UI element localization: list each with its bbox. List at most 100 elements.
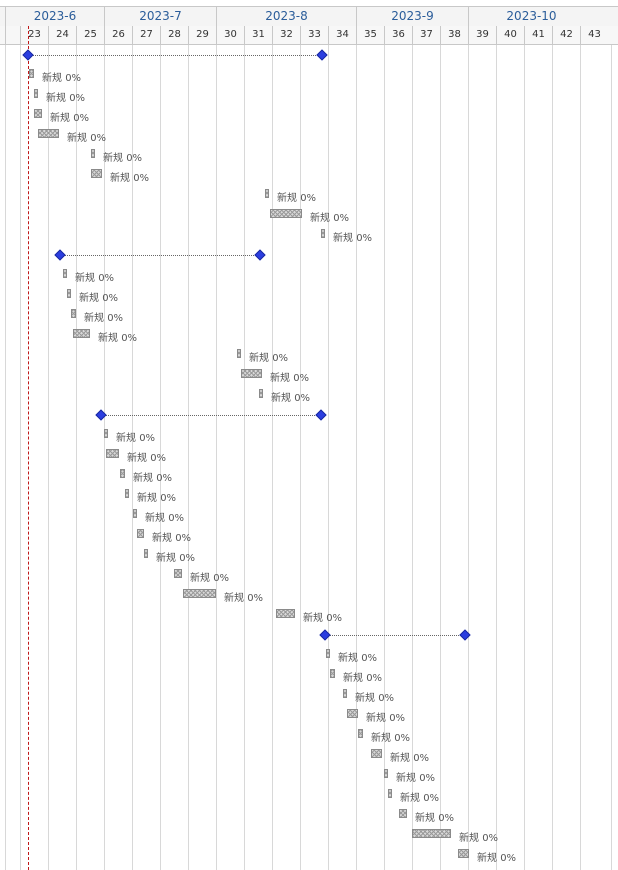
task-bar[interactable] [371, 749, 382, 758]
task-bar[interactable] [174, 569, 182, 578]
month-label: 2023-10 [468, 7, 594, 26]
grid-line [440, 45, 441, 870]
task-bar[interactable] [34, 109, 42, 118]
task-bar[interactable] [34, 89, 38, 98]
task-label: 新规 0% [145, 513, 184, 525]
task-progress: 0% [133, 173, 150, 184]
grid-line [611, 45, 612, 870]
task-status: 新规 [390, 753, 410, 764]
week-label: 33 [300, 26, 328, 44]
summary-bar [60, 255, 260, 256]
task-bar[interactable] [412, 829, 451, 838]
task-bar[interactable] [71, 309, 76, 318]
task-bar[interactable] [330, 669, 335, 678]
task-bar[interactable] [343, 689, 347, 698]
task-label: 新规 0% [75, 273, 114, 285]
week-label: 41 [524, 26, 552, 44]
task-bar[interactable] [38, 129, 59, 138]
month-label: 2023-9 [356, 7, 468, 26]
task-bar[interactable] [458, 849, 469, 858]
task-bar[interactable] [73, 329, 90, 338]
task-bar[interactable] [237, 349, 241, 358]
task-status: 新规 [270, 373, 290, 384]
grid-line [496, 45, 497, 870]
task-label: 新规 0% [103, 153, 142, 165]
task-progress: 0% [419, 773, 436, 784]
task-label: 新规 0% [338, 653, 377, 665]
task-bar[interactable] [144, 549, 148, 558]
task-label: 新规 0% [343, 673, 382, 685]
task-bar[interactable] [270, 209, 302, 218]
task-bar[interactable] [133, 509, 137, 518]
grid-line [104, 45, 105, 870]
task-bar[interactable] [259, 389, 263, 398]
task-status: 新规 [400, 793, 420, 804]
task-bar[interactable] [326, 649, 330, 658]
task-bar[interactable] [399, 809, 407, 818]
task-label: 新规 0% [127, 453, 166, 465]
task-progress: 0% [300, 193, 317, 204]
task-bar[interactable] [265, 189, 269, 198]
task-bar[interactable] [29, 69, 34, 78]
task-bar[interactable] [183, 589, 216, 598]
task-progress: 0% [179, 553, 196, 564]
task-progress: 0% [139, 433, 156, 444]
task-label: 新规 0% [42, 73, 81, 85]
task-progress: 0% [423, 793, 440, 804]
week-label: 34 [328, 26, 356, 44]
task-progress: 0% [389, 713, 406, 724]
task-bar[interactable] [388, 789, 392, 798]
task-status: 新规 [152, 533, 172, 544]
task-progress: 0% [160, 493, 177, 504]
task-bar[interactable] [106, 449, 119, 458]
task-status: 新规 [145, 513, 165, 524]
task-bar[interactable] [67, 289, 71, 298]
task-progress: 0% [107, 313, 124, 324]
task-bar[interactable] [241, 369, 262, 378]
task-label: 新规 0% [116, 433, 155, 445]
task-bar[interactable] [104, 429, 108, 438]
task-label: 新规 0% [270, 373, 309, 385]
task-status: 新规 [477, 853, 497, 864]
task-bar[interactable] [63, 269, 67, 278]
task-bar[interactable] [91, 169, 102, 178]
task-status: 新规 [224, 593, 244, 604]
week-label: 40 [496, 26, 524, 44]
task-status: 新规 [190, 573, 210, 584]
grid-line [132, 45, 133, 870]
grid-line [5, 45, 6, 870]
task-label: 新规 0% [333, 233, 372, 245]
task-label: 新规 0% [79, 293, 118, 305]
task-status: 新规 [103, 153, 123, 164]
grid-line [468, 45, 469, 870]
week-label: 38 [440, 26, 468, 44]
month-label: 2023-7 [104, 7, 216, 26]
task-bar[interactable] [91, 149, 95, 158]
task-progress: 0% [65, 73, 82, 84]
task-status: 新规 [156, 553, 176, 564]
task-status: 新规 [338, 653, 358, 664]
task-status: 新规 [303, 613, 323, 624]
task-bar[interactable] [125, 489, 129, 498]
task-label: 新规 0% [277, 193, 316, 205]
task-bar[interactable] [120, 469, 125, 478]
task-label: 新规 0% [477, 853, 516, 865]
task-bar[interactable] [321, 229, 325, 238]
task-progress: 0% [73, 113, 90, 124]
task-bar[interactable] [358, 729, 363, 738]
task-bar[interactable] [384, 769, 388, 778]
task-status: 新规 [343, 673, 363, 684]
summary-bar [28, 55, 322, 56]
task-bar[interactable] [137, 529, 144, 538]
task-bar[interactable] [347, 709, 358, 718]
task-status: 新规 [371, 733, 391, 744]
task-progress: 0% [213, 573, 230, 584]
task-bar[interactable] [276, 609, 295, 618]
task-status: 新规 [137, 493, 157, 504]
task-progress: 0% [293, 373, 310, 384]
month-header: 2023-6 2023-7 2023-8 2023-9 2023-10 [0, 6, 618, 27]
week-label: 43 [580, 26, 608, 44]
task-progress: 0% [121, 333, 138, 344]
task-status: 新规 [46, 93, 66, 104]
task-label: 新规 0% [98, 333, 137, 345]
